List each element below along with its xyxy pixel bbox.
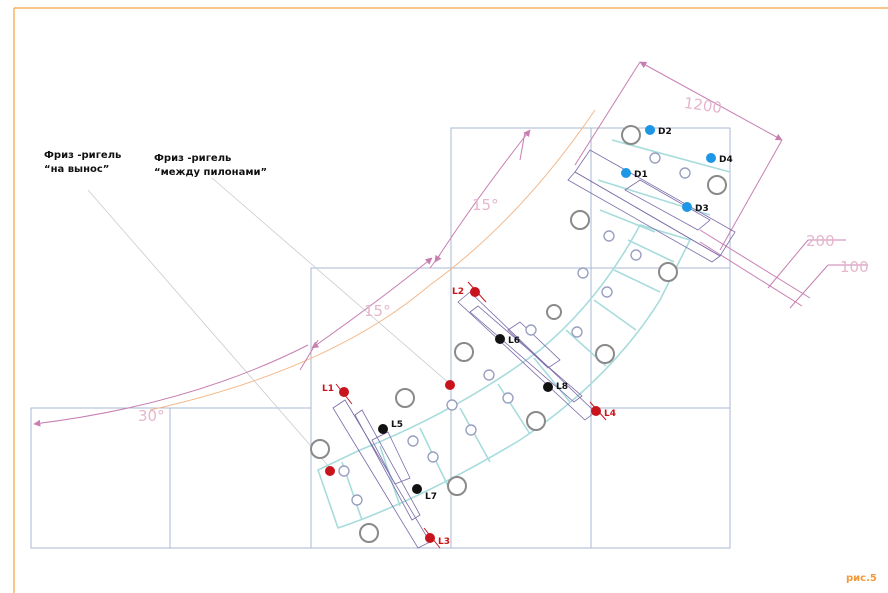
note-frieze-outrigger-line2: “на вынос” [44,164,109,175]
note-frieze-outrigger-line1: Фриз -ригель [44,150,121,161]
linear-dimensions [574,61,868,309]
point-D2: D2 [645,125,672,137]
figure-label: рис.5 [846,573,877,584]
label-D4: D4 [719,155,733,165]
dimension-100: 100 [840,258,869,276]
label-L2: L2 [452,287,464,297]
label-D1: D1 [634,170,648,180]
angle-dimensions [33,129,531,427]
tie-ticks [335,281,607,549]
point-L2: L2 [452,287,480,297]
point-D3: D3 [682,202,709,214]
beams [332,149,736,549]
dimension-200: 200 [806,232,835,250]
page-frame [13,7,888,593]
label-D3: D3 [695,204,709,214]
label-L1: L1 [322,384,334,394]
label-L3: L3 [438,537,450,547]
posts [310,125,727,543]
point-L8: L8 [543,382,568,392]
point-D4: D4 [706,153,733,165]
point-L7: L7 [412,484,437,502]
plan-grid [30,127,731,549]
point-L5: L5 [378,420,403,434]
unlabeled-red-points [325,380,455,476]
point-L1: L1 [322,384,349,397]
label-L8: L8 [556,382,568,392]
point-L3: L3 [425,533,450,547]
dimension-1200: 1200 [683,94,723,117]
note-frieze-between-pylons-line2: “между пилонами” [154,167,267,178]
label-L7: L7 [425,492,437,502]
label-L5: L5 [391,420,403,430]
label-D2: D2 [658,127,672,137]
angle-15-upper: 15° [472,196,499,214]
angle-30: 30° [138,407,165,425]
bolts [338,152,691,506]
point-D1: D1 [621,168,648,180]
stair-treads [317,139,731,530]
label-L6: L6 [508,336,520,346]
label-L4: L4 [604,409,616,419]
point-L6: L6 [495,334,520,346]
angle-15-lower: 15° [364,302,391,320]
note-frieze-between-pylons-line1: Фриз -ригель [154,153,231,164]
point-L4: L4 [591,406,616,419]
